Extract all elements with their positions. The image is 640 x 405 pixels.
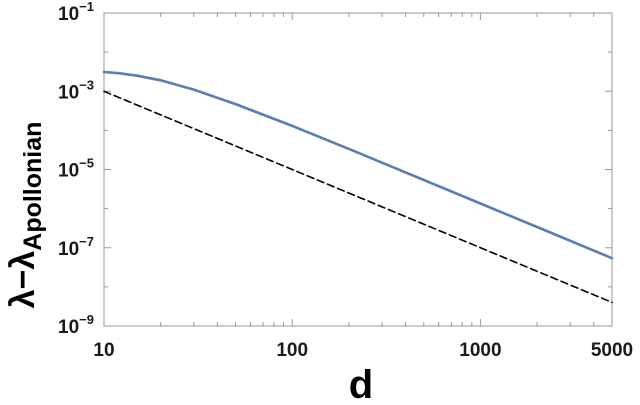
y-tick-label: 10−5 <box>58 156 94 182</box>
axis-tick-marks <box>103 12 613 327</box>
y-tick-label-base: 10 <box>58 239 79 260</box>
y-tick-label-exponent: −5 <box>79 156 94 171</box>
y-tick-label-exponent: −1 <box>79 0 94 14</box>
y-tick-label: 10−7 <box>58 234 94 260</box>
y-tick-label-base: 10 <box>58 4 79 25</box>
y-tick-label: 10−9 <box>58 312 94 338</box>
x-axis-label: d <box>349 363 373 405</box>
y-tick-label: 10−1 <box>58 0 94 25</box>
x-axis-ticks: 10 100 1000 5000 <box>93 340 633 361</box>
x-tick-label: 100 <box>276 340 308 361</box>
y-tick-label-base: 10 <box>58 82 79 103</box>
y-tick-label-base: 10 <box>58 161 79 182</box>
y-tick-label-exponent: −7 <box>79 234 94 249</box>
series-group <box>102 70 614 304</box>
y-tick-label: 10−3 <box>58 77 94 103</box>
y-axis-label-subscript: Apollonian <box>19 122 47 251</box>
y-tick-label-base: 10 <box>58 317 79 338</box>
y-tick-label-exponent: −9 <box>79 312 94 327</box>
x-tick-label: 5000 <box>591 340 633 361</box>
y-axis-ticks: 10−110−310−510−710−9 <box>58 0 94 338</box>
series-line-solid <box>102 70 614 260</box>
y-tick-label-exponent: −3 <box>79 77 94 92</box>
y-axis-label-base: λ−λ <box>4 251 42 309</box>
x-tick-label: 1000 <box>459 340 501 361</box>
y-axis-label: λ−λApollonian <box>4 122 47 309</box>
plot-area <box>103 12 613 327</box>
plot-frame <box>103 12 613 327</box>
series-line-dashed <box>103 90 613 304</box>
x-tick-label: 10 <box>93 340 114 361</box>
y-axis-label-group: λ−λApollonian <box>4 122 47 309</box>
